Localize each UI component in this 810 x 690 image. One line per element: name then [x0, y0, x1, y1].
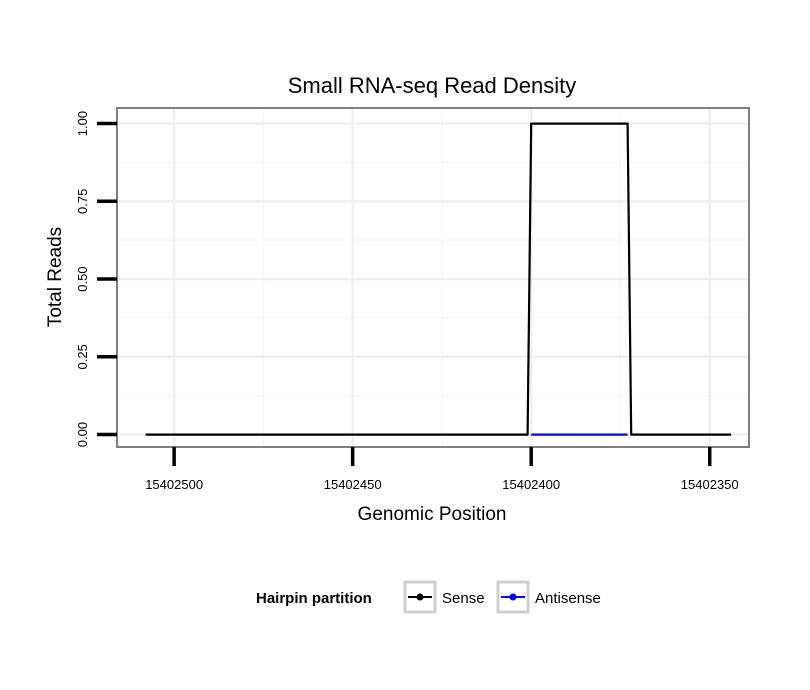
y-tick-label: 0.75	[75, 189, 90, 214]
x-tick-label: 15402500	[145, 477, 203, 492]
legend-item-sense: Sense	[403, 580, 485, 614]
legend-items: Sense Antisense	[403, 580, 601, 614]
y-tick-label: 1.00	[75, 111, 90, 136]
plot-grid	[117, 108, 749, 447]
y-axis: 0.00 0.25 0.50 0.75 1.00	[75, 111, 117, 447]
x-axis: 15402500 15402450 15402400 15402350	[145, 447, 739, 492]
legend: Hairpin partition Sense Antisense	[256, 580, 601, 614]
x-axis-label: Genomic Position	[358, 504, 507, 525]
legend-key-point	[509, 593, 517, 601]
legend-item-antisense: Antisense	[496, 580, 601, 614]
series-line-sense	[145, 122, 732, 436]
legend-label: Sense	[442, 590, 485, 607]
y-axis-label: Total Reads	[45, 227, 66, 327]
x-tick-label: 15402350	[681, 477, 739, 492]
legend-title: Hairpin partition	[256, 590, 372, 607]
y-tick-label: 0.50	[75, 266, 90, 291]
x-tick-label: 15402400	[502, 477, 560, 492]
chart-title: Small RNA-seq Read Density	[288, 73, 577, 98]
y-tick-label: 0.00	[75, 422, 90, 447]
x-tick-label: 15402450	[324, 477, 382, 492]
legend-key-point	[416, 593, 424, 601]
legend-label: Antisense	[535, 590, 601, 607]
series-layer	[145, 122, 732, 436]
legend-key-box	[496, 580, 530, 614]
y-tick-label: 0.25	[75, 344, 90, 369]
